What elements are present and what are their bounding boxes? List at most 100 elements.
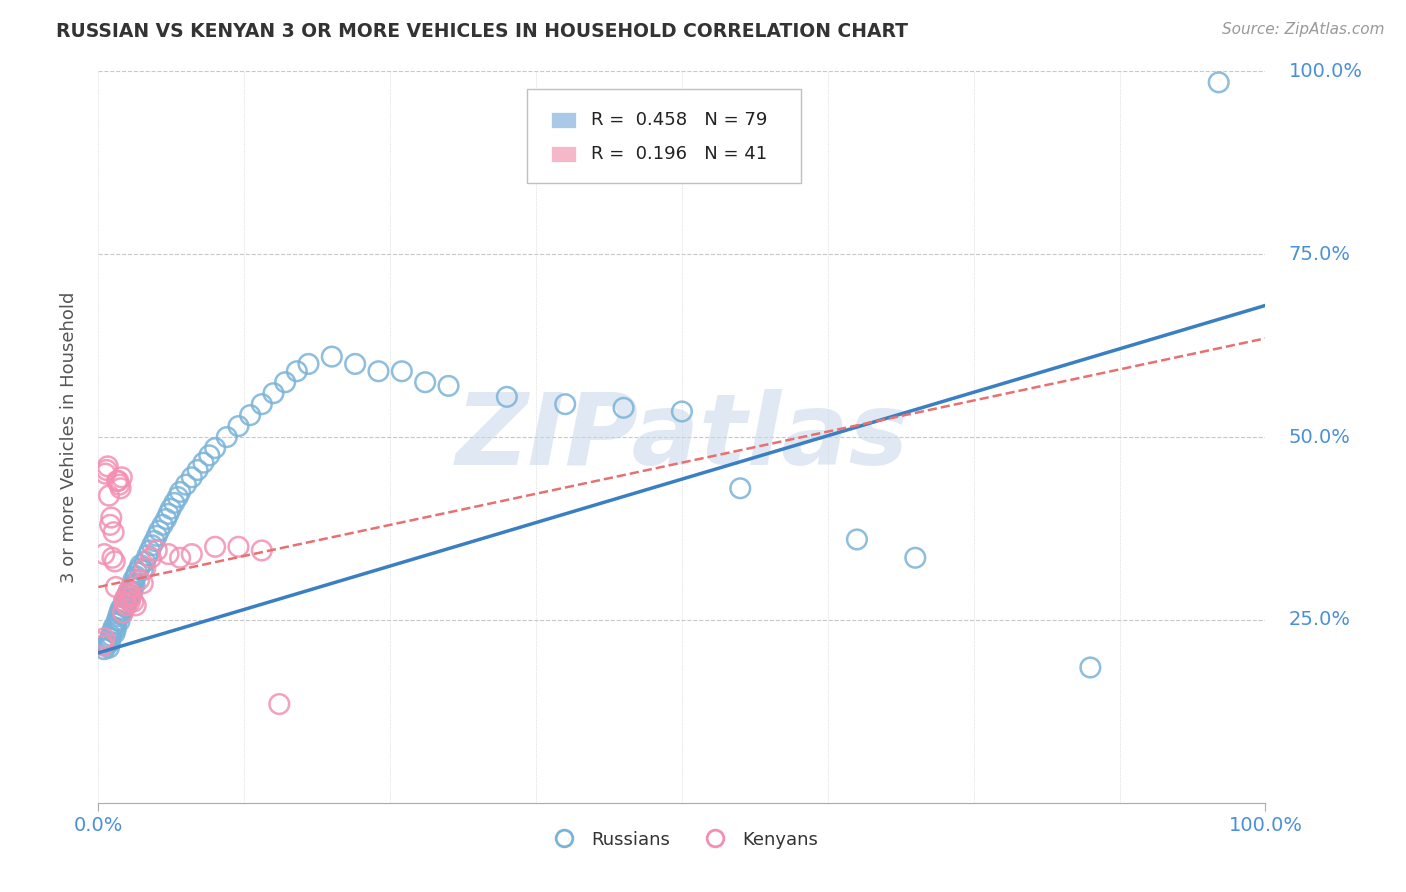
Point <box>141 538 163 552</box>
Point <box>496 390 519 404</box>
Point <box>111 607 134 621</box>
Point <box>554 397 576 411</box>
Point <box>122 594 145 608</box>
Point <box>198 448 221 462</box>
Point <box>104 616 127 631</box>
Point <box>671 404 693 418</box>
Point <box>250 397 273 411</box>
Point <box>104 554 127 568</box>
Point <box>846 533 869 547</box>
Point <box>166 490 188 504</box>
Point <box>321 350 343 364</box>
Point <box>100 629 122 643</box>
Point <box>122 573 145 587</box>
Point <box>101 624 124 638</box>
Point <box>97 489 120 503</box>
Text: RUSSIAN VS KENYAN 3 OR MORE VEHICLES IN HOUSEHOLD CORRELATION CHART: RUSSIAN VS KENYAN 3 OR MORE VEHICLES IN … <box>56 22 908 41</box>
Point <box>1208 75 1230 89</box>
Point <box>120 580 142 594</box>
Point <box>125 566 148 580</box>
Point <box>98 635 121 649</box>
Point <box>108 615 131 629</box>
Point <box>125 599 148 613</box>
Point <box>98 517 121 532</box>
Point <box>104 626 127 640</box>
Point <box>108 606 131 620</box>
Point <box>118 583 141 598</box>
Point <box>93 642 115 657</box>
Point <box>148 524 170 538</box>
Point <box>146 529 169 543</box>
Point <box>93 547 115 561</box>
Point <box>101 550 124 565</box>
Point <box>112 594 135 608</box>
Point <box>98 632 121 646</box>
Point <box>107 474 129 488</box>
Point <box>180 547 202 561</box>
Point <box>121 585 143 599</box>
Point <box>228 540 250 554</box>
Point <box>120 590 142 604</box>
Point <box>139 550 162 565</box>
Point <box>122 576 145 591</box>
Text: ZIPatlas: ZIPatlas <box>456 389 908 485</box>
Text: R =  0.458   N = 79: R = 0.458 N = 79 <box>591 112 766 129</box>
Point <box>96 463 118 477</box>
Y-axis label: 3 or more Vehicles in Household: 3 or more Vehicles in Household <box>59 292 77 582</box>
Point <box>104 622 127 636</box>
Point <box>125 569 148 583</box>
Point <box>204 441 226 455</box>
Point <box>132 576 155 591</box>
Point <box>136 549 159 563</box>
Point <box>128 562 150 576</box>
Point <box>111 470 134 484</box>
Point <box>187 463 209 477</box>
Point <box>105 474 128 488</box>
Text: 100.0%: 100.0% <box>1289 62 1362 81</box>
Point <box>155 512 177 526</box>
Point <box>134 554 156 568</box>
Point <box>204 540 226 554</box>
Point <box>118 583 141 598</box>
Point <box>169 485 191 500</box>
Point <box>143 533 166 548</box>
Point <box>100 510 122 524</box>
Point <box>94 467 117 481</box>
Point <box>157 547 180 561</box>
Point <box>96 639 118 653</box>
Point <box>115 599 138 613</box>
Point <box>152 517 174 532</box>
Point <box>114 599 136 614</box>
Point <box>118 594 141 608</box>
Point <box>91 639 114 653</box>
Point <box>215 430 238 444</box>
Point <box>146 543 169 558</box>
Point <box>285 364 308 378</box>
Point <box>128 573 150 587</box>
Legend: Russians, Kenyans: Russians, Kenyans <box>538 823 825 856</box>
Point <box>269 697 291 711</box>
Point <box>169 550 191 565</box>
Text: Source: ZipAtlas.com: Source: ZipAtlas.com <box>1222 22 1385 37</box>
Point <box>159 501 181 516</box>
Point <box>111 599 134 613</box>
Point <box>117 587 139 601</box>
Text: 25.0%: 25.0% <box>1289 610 1351 630</box>
Point <box>111 606 134 620</box>
Point <box>163 496 186 510</box>
Point <box>111 604 134 618</box>
Point <box>103 525 125 540</box>
Point <box>132 563 155 577</box>
Point <box>262 386 284 401</box>
Point <box>124 578 146 592</box>
Point <box>93 632 115 646</box>
Point <box>90 635 112 649</box>
Point <box>134 562 156 576</box>
Point <box>110 602 132 616</box>
Point <box>437 379 460 393</box>
Point <box>117 587 139 601</box>
Point <box>904 550 927 565</box>
Point <box>103 620 125 634</box>
Point <box>97 459 120 474</box>
Point <box>1080 660 1102 674</box>
